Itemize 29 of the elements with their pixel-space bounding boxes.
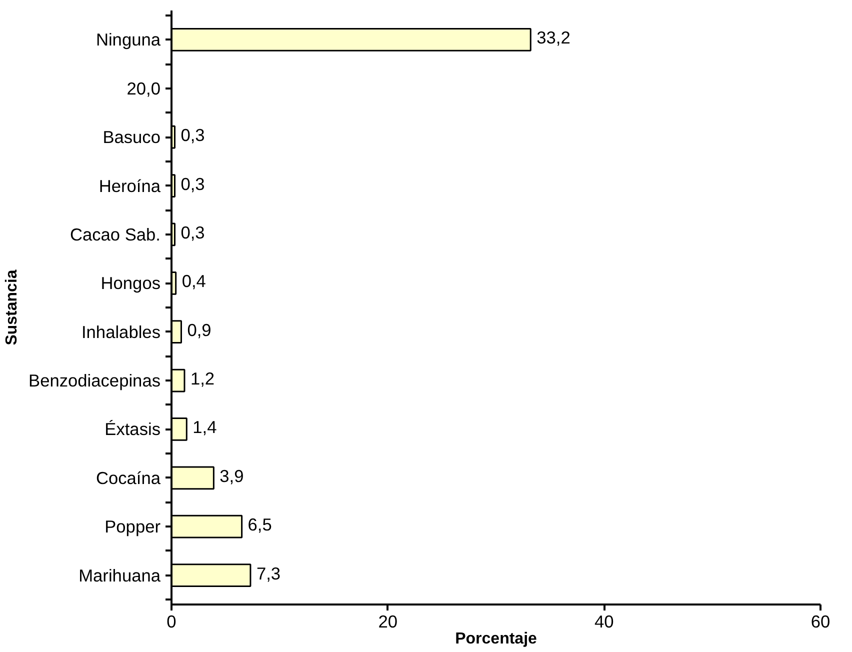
y-tick-label: Inhalables (82, 322, 161, 342)
data-label: 0,9 (187, 320, 212, 340)
data-label: 1,2 (190, 368, 215, 389)
y-tick-label: Benzodiacepinas (28, 370, 161, 391)
data-label: 0,3 (180, 222, 205, 242)
x-tick-label: 40 (594, 612, 614, 632)
y-tick-label: Basuco (102, 127, 161, 148)
y-tick-label: Éxtasis (104, 419, 161, 440)
y-tick-label: Cocaína (96, 468, 161, 488)
x-tick-label: 20 (378, 612, 398, 632)
y-tick-label: Ninguna (96, 30, 161, 50)
data-label: 7,3 (256, 563, 281, 584)
x-tick-label: 60 (810, 612, 830, 632)
x-axis-title: Porcentaje (455, 630, 538, 648)
y-tick-label: Popper (104, 516, 161, 537)
y-tick-label: Marihuana (78, 565, 161, 586)
y-tick-label: Hongos (100, 273, 161, 294)
data-label: 3,9 (220, 466, 244, 486)
y-tick-label: Heroína (98, 176, 161, 196)
data-label: 6,5 (248, 514, 272, 535)
data-label: 0,3 (180, 125, 205, 146)
y-tick-label: 20,0 (126, 78, 161, 98)
data-label: 0,4 (182, 271, 206, 292)
y-tick-label: Cacao Sab. (70, 224, 161, 244)
data-label: 1,4 (192, 417, 218, 438)
y-axis-title: Sustancia (4, 270, 21, 346)
data-label: 0,3 (180, 174, 205, 194)
x-tick-label: 0 (166, 612, 176, 632)
data-label: 33,2 (536, 28, 570, 48)
